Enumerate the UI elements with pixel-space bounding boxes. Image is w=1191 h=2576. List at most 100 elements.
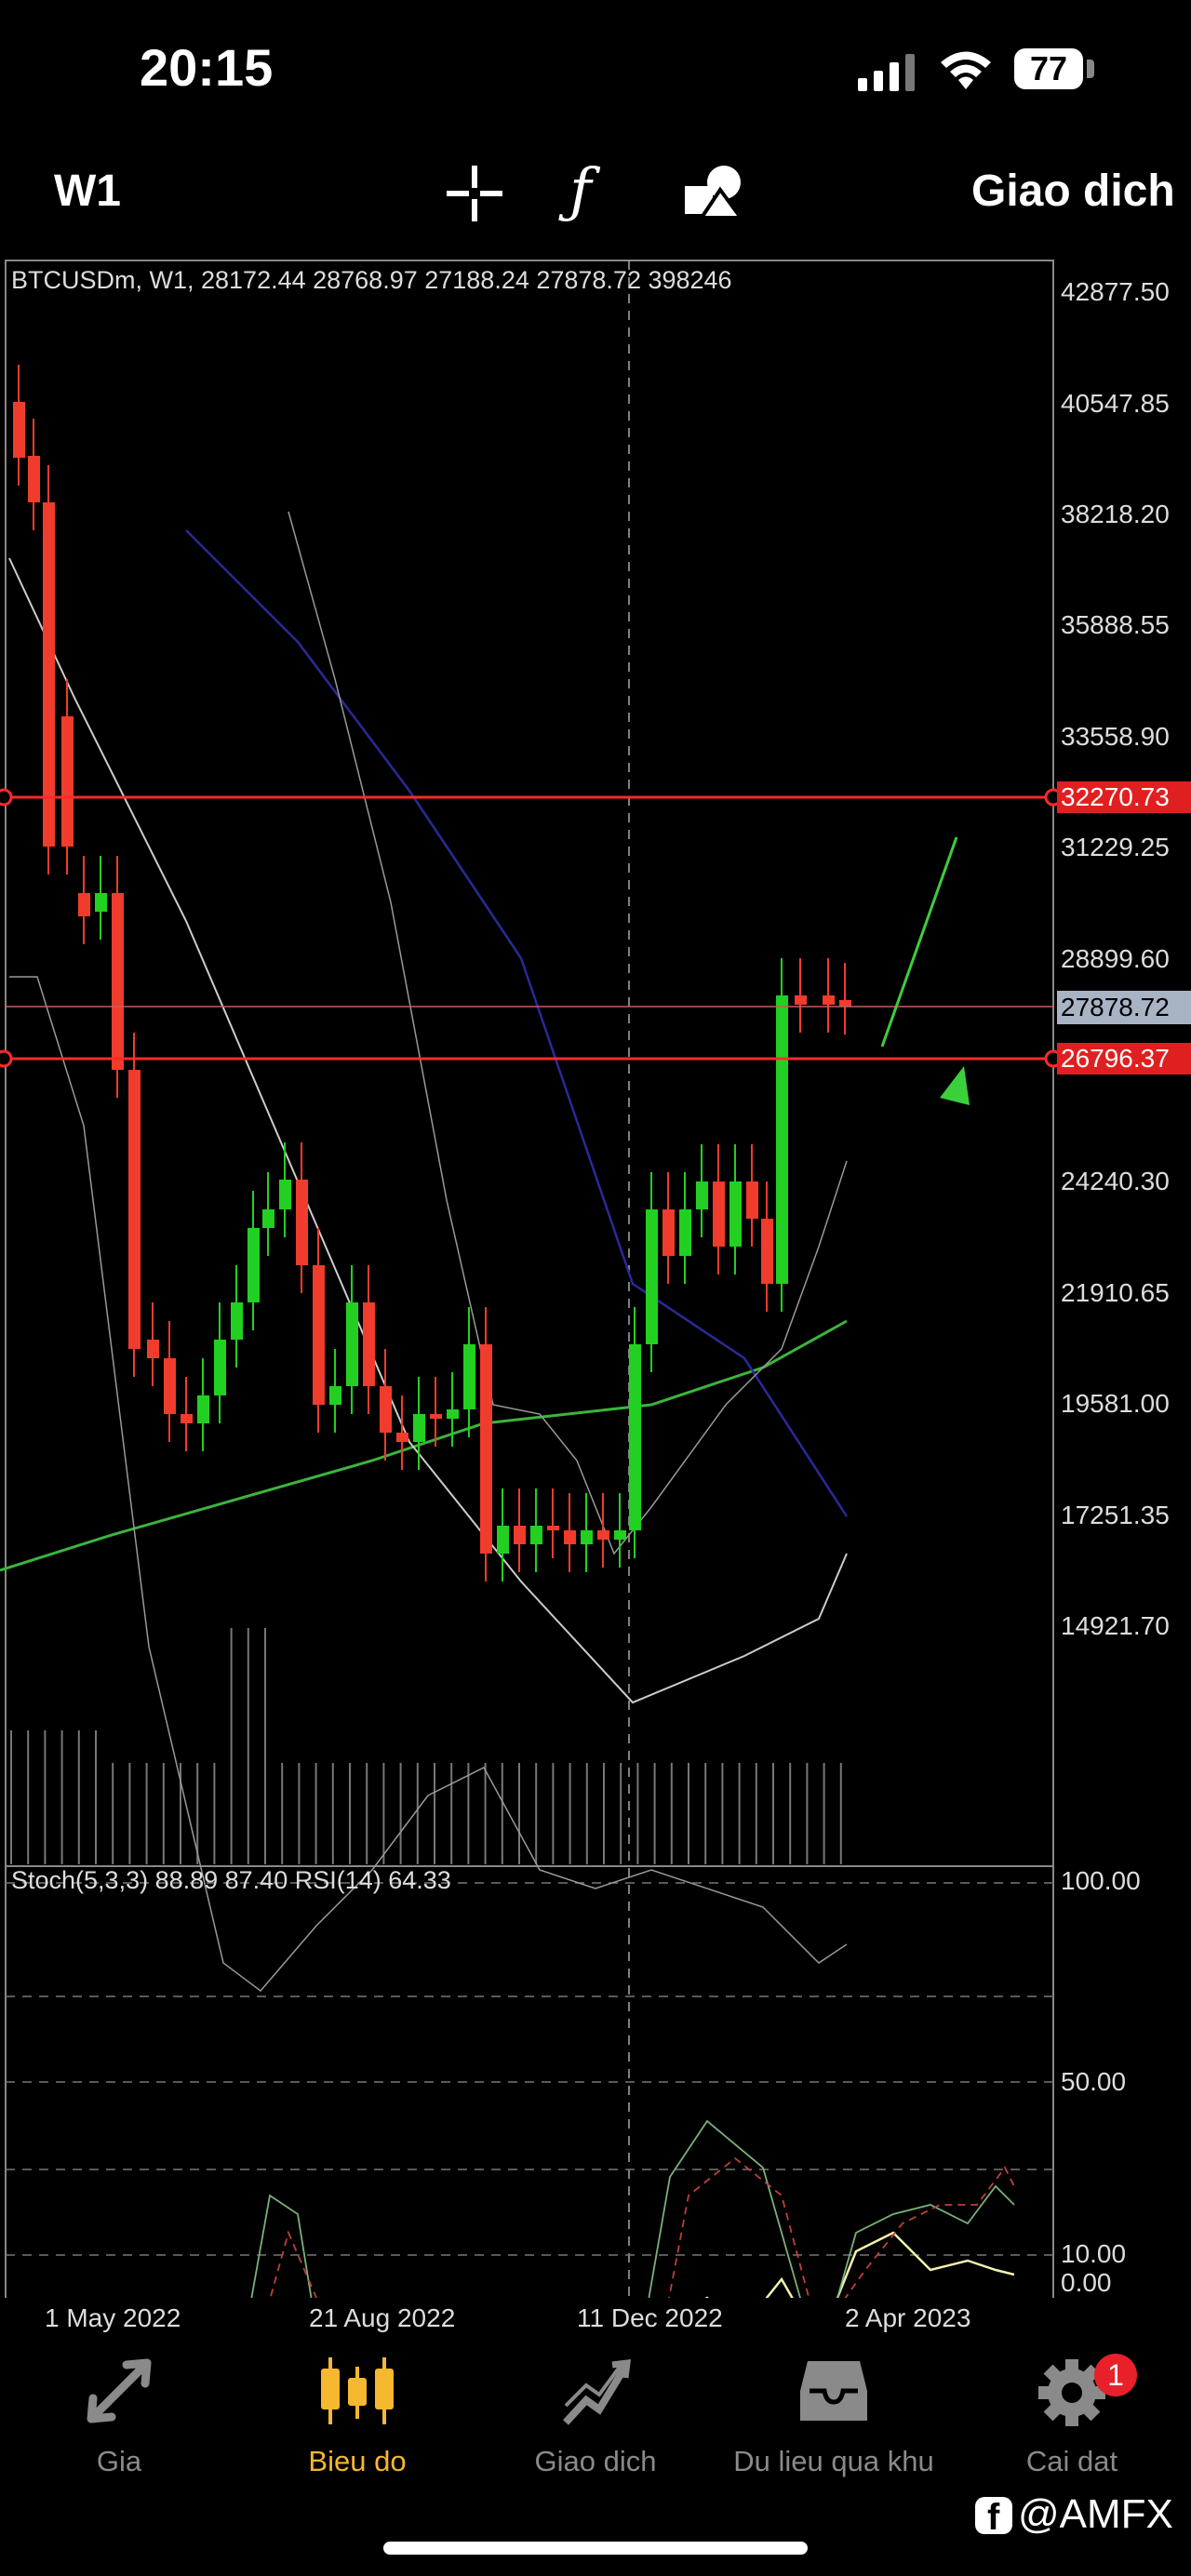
candle-body bbox=[28, 456, 40, 502]
objects-icon[interactable] bbox=[683, 162, 744, 220]
time-tick: 2 Apr 2023 bbox=[845, 2303, 971, 2332]
candle-body bbox=[313, 1265, 325, 1405]
candle-body bbox=[296, 1180, 308, 1265]
nav-quotes[interactable] bbox=[0, 2354, 238, 2433]
facebook-icon: f bbox=[975, 2497, 1012, 2536]
price-tick: 31229.25 bbox=[1061, 833, 1170, 861]
candle-body bbox=[629, 1344, 641, 1530]
price-tick: 24240.30 bbox=[1061, 1167, 1170, 1195]
candle-body bbox=[363, 1302, 375, 1386]
candle-body bbox=[795, 995, 807, 1005]
cellular-signal-icon bbox=[858, 54, 917, 91]
candle-body bbox=[776, 995, 788, 1284]
candle-body bbox=[380, 1386, 392, 1433]
quotes-icon bbox=[87, 2358, 152, 2423]
current-price-tag: 27878.72 bbox=[1057, 991, 1191, 1024]
nav-label[interactable]: Gia bbox=[96, 2445, 142, 2477]
candle-body bbox=[614, 1530, 626, 1540]
nav-label[interactable]: Du lieu qua khu bbox=[733, 2445, 934, 2477]
candle-body bbox=[839, 1000, 851, 1007]
trend-arrow-head bbox=[940, 1066, 970, 1105]
volume-bars bbox=[10, 1628, 842, 1864]
trend-arrow-line bbox=[880, 836, 958, 1048]
candle-body bbox=[430, 1414, 442, 1419]
candle-body bbox=[61, 716, 74, 847]
indicator-level: 0.00 bbox=[1061, 2268, 1112, 2297]
candle-body bbox=[128, 1070, 141, 1349]
ma-green-line bbox=[0, 1319, 848, 1572]
price-tick: 33558.90 bbox=[1061, 722, 1170, 751]
bb-lower-line bbox=[9, 976, 848, 1993]
candle-body bbox=[147, 1340, 159, 1358]
time-tick: 1 May 2022 bbox=[45, 2303, 181, 2332]
candle-body bbox=[214, 1340, 226, 1395]
candle-body bbox=[662, 1209, 675, 1256]
candlesticks bbox=[13, 365, 851, 1582]
indicator-pane-border bbox=[5, 1865, 1054, 2298]
trade-button[interactable]: Giao dich bbox=[971, 167, 1175, 216]
hline-lower-tag[interactable]: 26796.37 bbox=[1057, 1043, 1191, 1074]
battery-icon: 77 bbox=[1014, 48, 1083, 89]
history-icon bbox=[800, 2361, 867, 2421]
nav-label-active[interactable]: Bieu do bbox=[308, 2445, 407, 2477]
candle-body bbox=[597, 1530, 609, 1540]
price-tick: 35888.55 bbox=[1061, 610, 1170, 639]
timeframe-button[interactable]: W1 bbox=[54, 167, 121, 216]
candle-body bbox=[581, 1530, 593, 1544]
symbol-info: BTCUSDm, W1, 28172.44 28768.97 27188.24 … bbox=[11, 266, 732, 294]
crosshair-icon[interactable] bbox=[445, 164, 504, 223]
price-tick: 40547.85 bbox=[1061, 389, 1170, 418]
chart-canvas[interactable] bbox=[0, 251, 1191, 2298]
trade-icon bbox=[563, 2358, 632, 2425]
status-time: 20:15 bbox=[140, 38, 274, 97]
main-pane-border bbox=[5, 260, 1054, 1867]
indicator-level: 100.00 bbox=[1061, 1866, 1141, 1895]
wifi-icon bbox=[938, 48, 994, 91]
candle-body bbox=[95, 893, 107, 912]
stoch-main-line bbox=[250, 2119, 1015, 2298]
candle-body bbox=[346, 1302, 358, 1386]
candle-body bbox=[530, 1526, 542, 1544]
indicator-level: 10.00 bbox=[1061, 2239, 1127, 2268]
candle-body bbox=[823, 995, 835, 1005]
nav-trade[interactable] bbox=[476, 2354, 715, 2433]
candle-body bbox=[713, 1181, 725, 1247]
function-icon[interactable]: ƒ bbox=[569, 156, 592, 225]
candle-body bbox=[197, 1395, 209, 1423]
price-tick: 14921.70 bbox=[1061, 1611, 1170, 1640]
nav-settings[interactable] bbox=[953, 2354, 1191, 2433]
nav-history[interactable] bbox=[715, 2354, 953, 2433]
candle-body bbox=[696, 1181, 708, 1209]
price-tick: 38218.20 bbox=[1061, 500, 1170, 528]
candle-body bbox=[746, 1181, 758, 1219]
nav-label[interactable]: Giao dich bbox=[534, 2445, 657, 2477]
ma-blue-line bbox=[185, 529, 849, 1517]
nav-label[interactable]: Cai dat bbox=[1025, 2445, 1118, 2477]
indicator-level: 50.00 bbox=[1061, 2067, 1127, 2096]
time-tick: 11 Dec 2022 bbox=[577, 2303, 723, 2332]
candle-body bbox=[646, 1209, 658, 1344]
candle-body bbox=[112, 893, 124, 1070]
oscillator-lines bbox=[250, 2119, 1015, 2298]
bb-upper-line bbox=[288, 511, 848, 1555]
rsi-line bbox=[704, 2231, 1015, 2298]
candle-body bbox=[729, 1181, 742, 1247]
candle-body bbox=[181, 1414, 193, 1423]
home-indicator bbox=[383, 2542, 808, 2555]
settings-badge: 1 bbox=[1094, 2354, 1137, 2396]
candle-body bbox=[279, 1180, 291, 1209]
candle-body bbox=[78, 893, 90, 916]
indicator-lines bbox=[0, 511, 849, 1993]
candle-body bbox=[564, 1530, 576, 1544]
indicator-info: Stoch(5,3,3) 88.89 87.40 RSI(14) 64.33 bbox=[11, 1866, 451, 1894]
stoch-signal-line bbox=[269, 2156, 1015, 2298]
horizontal-lines bbox=[0, 788, 1063, 1105]
watermark: @AMFX bbox=[1018, 2491, 1173, 2537]
nav-chart[interactable] bbox=[238, 2354, 476, 2433]
candle-body bbox=[396, 1433, 408, 1442]
candle-body bbox=[248, 1228, 260, 1302]
hline-upper-tag[interactable]: 32270.73 bbox=[1057, 781, 1191, 813]
chart-candles-icon bbox=[321, 2357, 394, 2424]
candle-body bbox=[679, 1209, 691, 1256]
candle-body bbox=[447, 1409, 459, 1419]
